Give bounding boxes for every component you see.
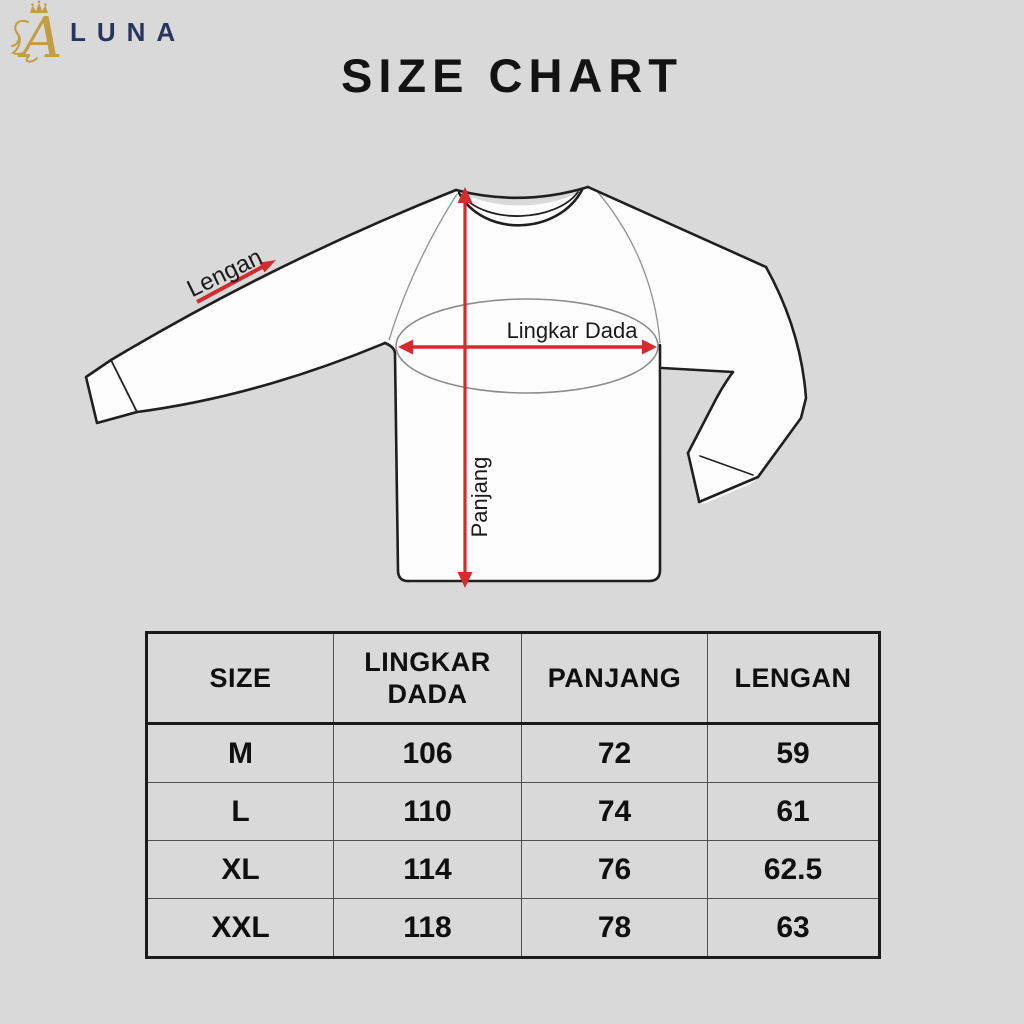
table-header-row: SIZE LINGKAR DADA PANJANG LENGAN	[146, 632, 880, 725]
flourish	[10, 20, 38, 63]
cell-lengan: 62.5	[707, 840, 880, 899]
cell-lingkar-dada: 106	[333, 723, 522, 783]
cell-lengan: 61	[707, 782, 880, 841]
header-size: SIZE	[146, 632, 334, 725]
table-row-l: L 110 74 61	[146, 782, 880, 841]
page-title: SIZE CHART	[341, 49, 683, 102]
seam-lines	[388, 190, 661, 344]
size-table: SIZE LINGKAR DADA PANJANG LENGAN M 106 7…	[145, 631, 881, 959]
crown-icon	[30, 0, 48, 13]
header-panjang: PANJANG	[521, 632, 708, 725]
cell-lingkar-dada: 118	[333, 898, 522, 958]
chest-arrow	[398, 339, 657, 355]
cell-lengan: 59	[707, 723, 880, 783]
length-arrow	[457, 187, 473, 588]
cell-size: M	[146, 723, 334, 783]
length-label: Panjang	[467, 457, 492, 538]
cell-lingkar-dada: 110	[333, 782, 522, 841]
cell-size: L	[146, 782, 334, 841]
cell-size: XXL	[146, 898, 334, 958]
logo-monogram-icon: A	[10, 0, 62, 64]
cell-panjang: 72	[521, 723, 708, 783]
shirt-outline	[84, 185, 808, 583]
shirt-silhouette	[86, 187, 806, 581]
header-lingkar-dada: LINGKAR DADA	[333, 632, 522, 725]
cell-lengan: 63	[707, 898, 880, 958]
cell-panjang: 78	[521, 898, 708, 958]
brand-logo: A LUNA	[8, 0, 186, 64]
monogram-letter: A	[17, 6, 62, 64]
chest-label: Lingkar Dada	[507, 318, 639, 343]
sleeve-arrow	[196, 260, 276, 304]
cell-size: XL	[146, 840, 334, 899]
header-lengan: LENGAN	[707, 632, 880, 725]
cell-lingkar-dada: 114	[333, 840, 522, 899]
table-row-xl: XL 114 76 62.5	[146, 840, 880, 899]
chest-ellipse	[395, 298, 659, 394]
cell-panjang: 76	[521, 840, 708, 899]
cell-panjang: 74	[521, 782, 708, 841]
table-row-m: M 106 72 59	[146, 723, 880, 783]
table-row-xxl: XXL 118 78 63	[146, 898, 880, 958]
logo-text: LUNA	[70, 17, 187, 47]
